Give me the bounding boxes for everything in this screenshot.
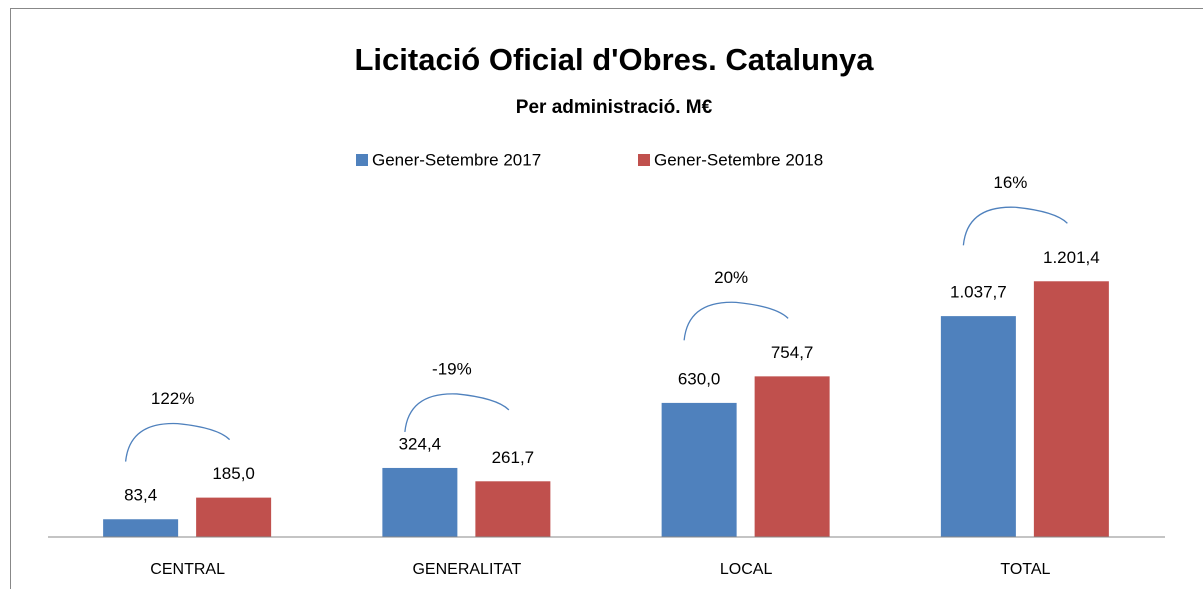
change-arc: [683, 301, 789, 341]
change-label: 20%: [714, 268, 748, 287]
bar: [1033, 281, 1109, 537]
value-label: 1.201,4: [1043, 248, 1100, 267]
bar: [475, 481, 551, 537]
change-arc: [404, 393, 510, 433]
chart-border: [10, 8, 1203, 589]
value-label: 185,0: [212, 464, 255, 483]
legend-swatch: [356, 154, 368, 166]
change-label: 122%: [151, 389, 194, 408]
change-label: -19%: [432, 359, 472, 378]
legend-swatch: [638, 154, 650, 166]
change-arc: [962, 206, 1068, 246]
x-tick-label: TOTAL: [1000, 561, 1050, 578]
bar: [196, 497, 272, 537]
bar: [754, 376, 830, 537]
chart-title: Licitació Oficial d'Obres. Catalunya: [354, 42, 874, 77]
chart-subtitle: Per administració. M€: [516, 97, 713, 118]
value-label: 261,7: [492, 448, 535, 467]
bar: [103, 519, 179, 537]
bar: [661, 402, 737, 537]
legend-label: Gener-Setembre 2018: [654, 150, 823, 169]
x-tick-label: LOCAL: [720, 561, 773, 578]
bar: [382, 467, 458, 537]
x-tick-label: CENTRAL: [150, 561, 225, 578]
value-label: 630,0: [678, 369, 721, 388]
x-tick-label: GENERALITAT: [412, 561, 521, 578]
change-label: 16%: [993, 173, 1027, 192]
value-label: 324,4: [399, 434, 442, 453]
bar: [940, 316, 1016, 537]
legend-label: Gener-Setembre 2017: [372, 150, 541, 169]
value-label: 1.037,7: [950, 283, 1007, 302]
value-label: 754,7: [771, 343, 814, 362]
change-arc: [124, 422, 231, 462]
value-label: 83,4: [124, 486, 157, 505]
